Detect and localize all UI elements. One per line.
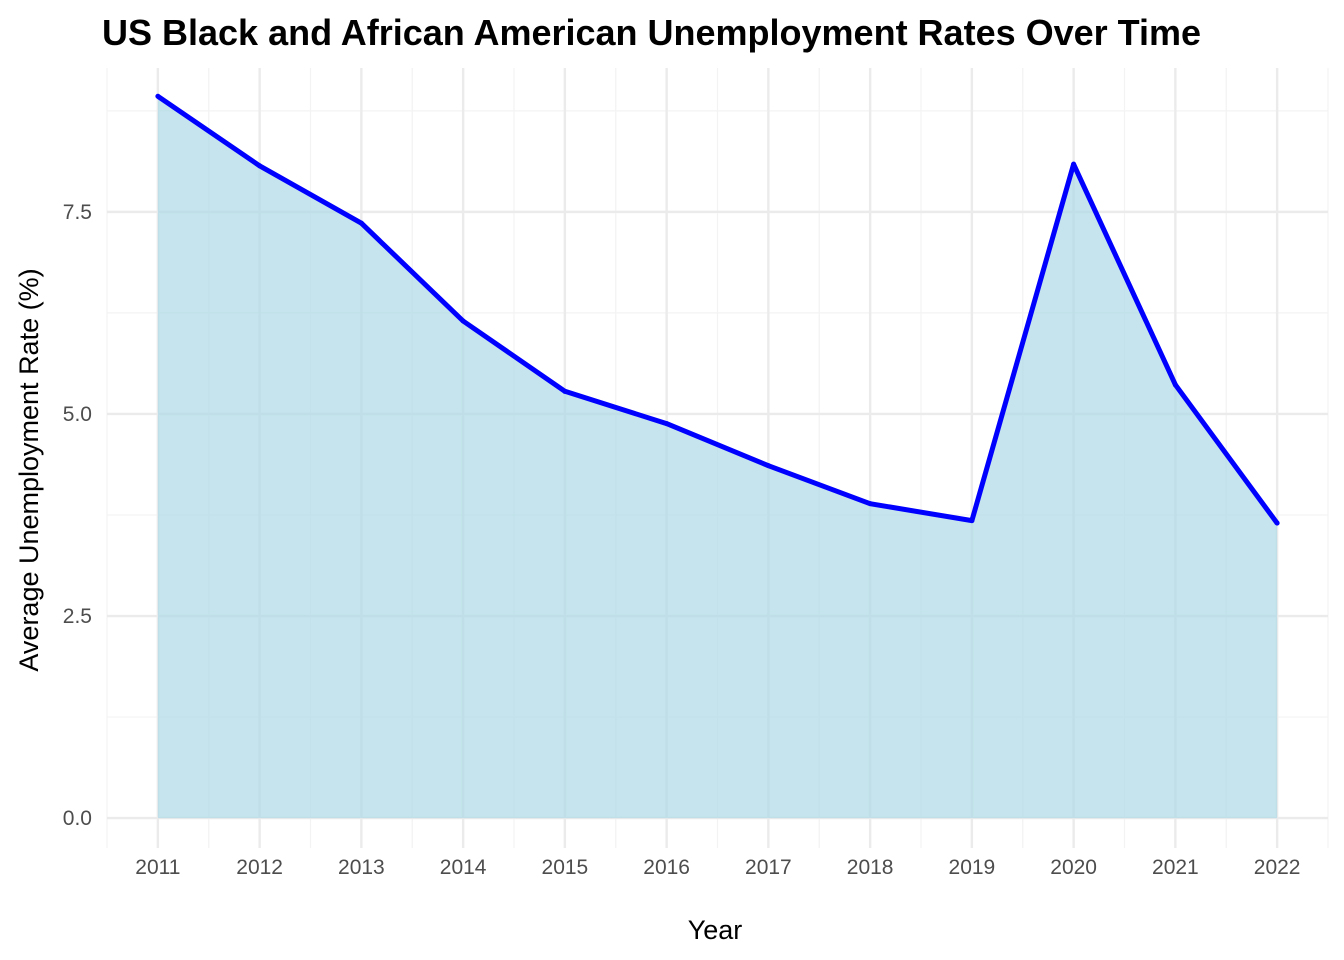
- data-point-2017: [765, 463, 771, 469]
- x-axis-title: Year: [688, 915, 743, 945]
- x-tick-label: 2022: [1254, 856, 1301, 879]
- y-tick-label: 5.0: [63, 403, 92, 426]
- y-axis-title: Average Unemployment Rate (%): [14, 268, 44, 671]
- data-point-2022: [1274, 520, 1280, 526]
- data-point-2020: [1071, 161, 1077, 167]
- area-fill: [157, 96, 1278, 819]
- x-tick-label: 2011: [135, 856, 180, 879]
- y-tick-label: 0.0: [63, 807, 92, 830]
- data-points: [155, 93, 1280, 526]
- y-axis-ticks: 0.0 2.5 5.0 7.5: [63, 201, 92, 830]
- x-tick-label: 2021: [1152, 856, 1199, 879]
- data-point-2015: [562, 388, 568, 394]
- y-tick-label: 2.5: [63, 605, 92, 628]
- x-tick-label: 2016: [643, 856, 690, 879]
- x-tick-label: 2015: [542, 856, 589, 879]
- x-tick-label: 2020: [1050, 856, 1097, 879]
- x-tick-label: 2012: [236, 856, 283, 879]
- x-tick-label: 2019: [949, 856, 996, 879]
- x-tick-label: 2014: [440, 856, 487, 879]
- data-point-2021: [1172, 382, 1178, 388]
- series-line: [156, 94, 1280, 525]
- chart-title: US Black and African American Unemployme…: [102, 12, 1201, 53]
- data-point-2012: [257, 163, 263, 169]
- x-tick-label: 2018: [847, 856, 894, 879]
- data-point-2014: [460, 318, 466, 324]
- data-point-2013: [358, 220, 364, 226]
- x-tick-label: 2017: [745, 856, 792, 879]
- data-point-2019: [969, 518, 975, 524]
- data-point-2016: [664, 421, 670, 427]
- x-axis-ticks: 2011 2012 2013 2014 2015 2016 2017 2018 2019 2020…: [135, 856, 1300, 879]
- data-point-2018: [867, 501, 873, 507]
- y-tick-label: 7.5: [63, 201, 92, 224]
- x-tick-label: 2013: [338, 856, 385, 879]
- data-point-2011: [155, 93, 161, 99]
